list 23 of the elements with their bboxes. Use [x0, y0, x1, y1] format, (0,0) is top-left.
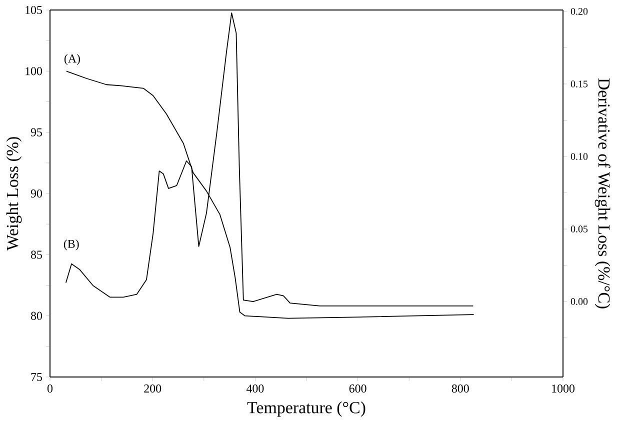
y-tick-label: 80: [30, 312, 42, 320]
y-tick-label: 75: [31, 373, 42, 381]
x-tick-label: 400: [246, 384, 264, 393]
x-tick-label: 1000: [552, 384, 574, 393]
y-tick-label: 95: [30, 128, 42, 136]
x-tick-label: 800: [452, 384, 469, 393]
y2-tick-label: 0.15: [570, 80, 588, 88]
x-tick-label: 200: [144, 384, 162, 393]
y2-tick-label: 0.05: [570, 226, 588, 232]
x-tick-label: 600: [349, 384, 366, 393]
x-axis-title: Temperature (°C): [247, 401, 366, 417]
y2-axis-title: Derivative of Weight Loss (%/°C): [594, 78, 610, 308]
y2-tick-label: 0.00: [570, 298, 588, 305]
y-tick-label: 105: [26, 6, 42, 14]
y2-tick-label: 0.10: [570, 153, 588, 160]
x-tick-label: 0: [47, 384, 53, 393]
annotation: (A): [64, 54, 80, 65]
y-tick-label: 90: [30, 189, 42, 198]
y-tick-label: 85: [30, 250, 42, 259]
annotation: (B): [64, 239, 79, 250]
y2-tick-label: 0.20: [570, 8, 588, 15]
y-tick-label: 100: [26, 67, 42, 76]
y-axis-title: Weight Loss (%): [6, 137, 22, 251]
